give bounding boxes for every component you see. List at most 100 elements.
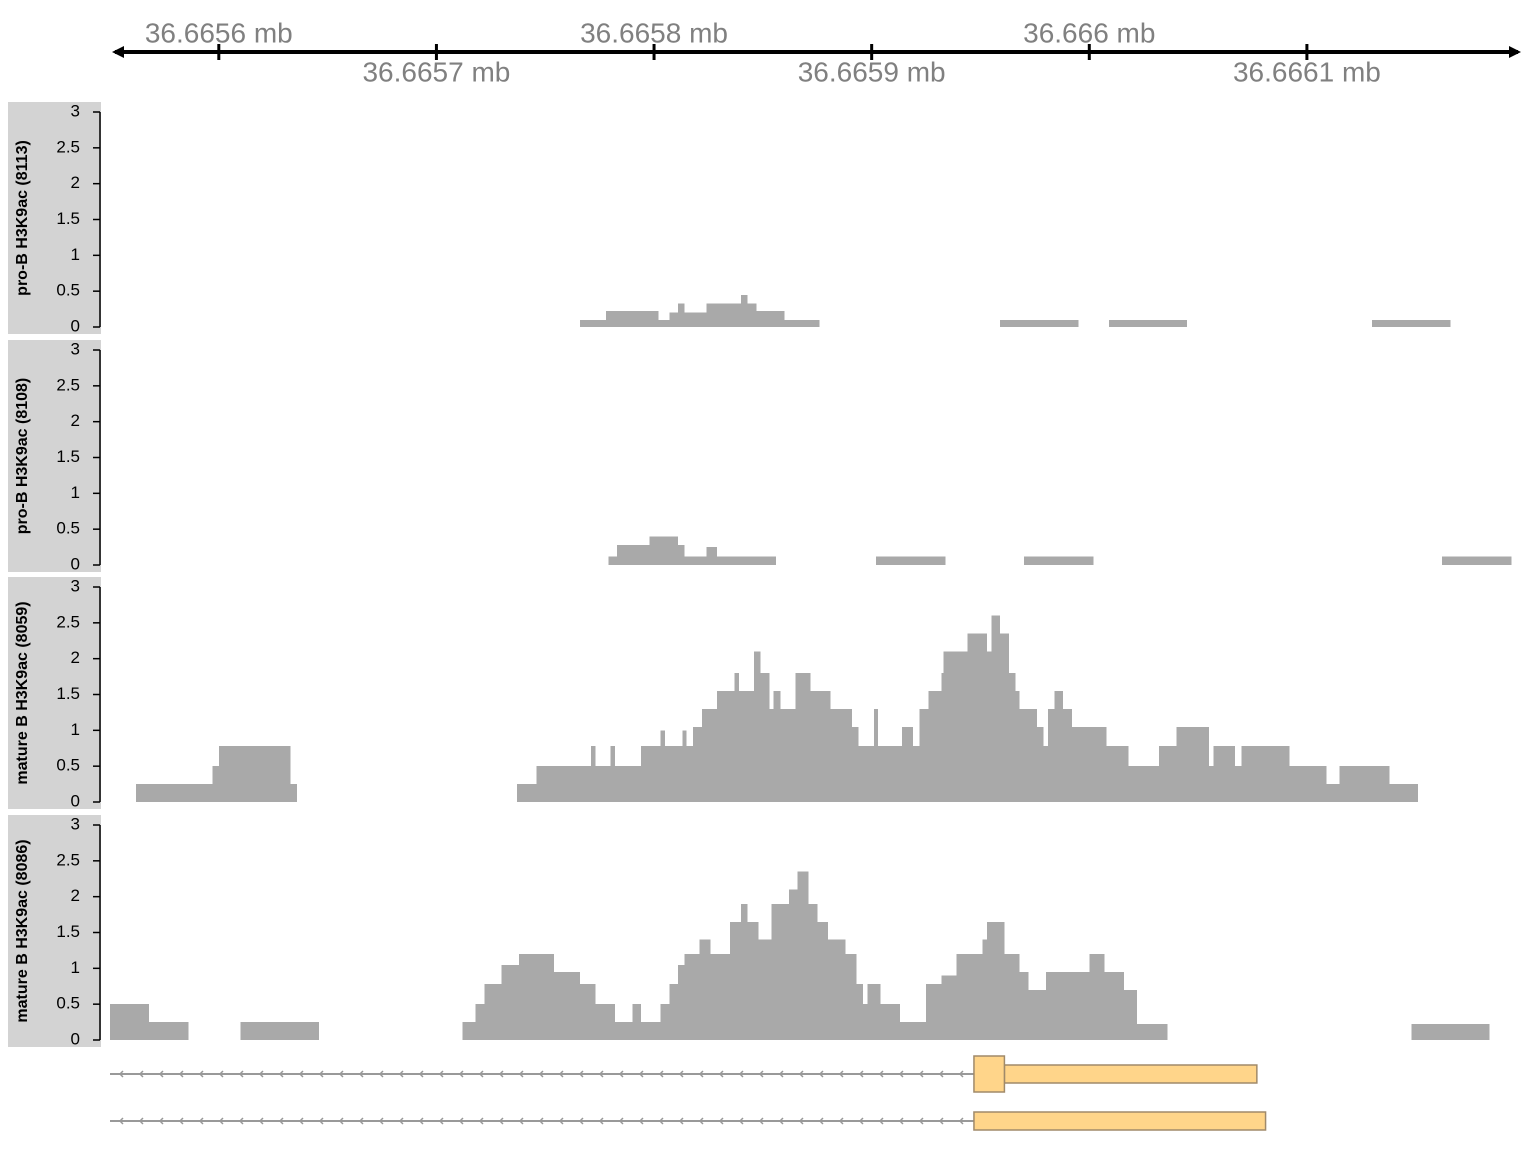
- strand-arrow: [638, 1117, 644, 1125]
- y-tick-label: 1.5: [56, 447, 80, 466]
- y-tick-label: 2.5: [56, 137, 80, 156]
- strand-arrow: [598, 1117, 604, 1125]
- y-tick-label: 0: [71, 554, 80, 573]
- coverage-bar: [664, 746, 683, 802]
- utr-exon: [1003, 1064, 1258, 1084]
- coverage-bar: [1235, 766, 1242, 802]
- coverage-bar: [706, 547, 718, 565]
- track-title: pro-B H3K9ac (8113): [14, 140, 31, 296]
- coverage-bar: [617, 544, 650, 565]
- strand-arrow: [238, 1070, 244, 1078]
- coverage-bar: [991, 615, 1001, 802]
- coverage-bar: [738, 690, 755, 802]
- track-title: mature B H3K9ac (8059): [14, 601, 31, 784]
- strand-arrow: [738, 1117, 744, 1125]
- coverage-bar: [519, 954, 554, 1040]
- axis-tick-label: 36.666 mb: [1023, 17, 1155, 48]
- y-tick-label: 3: [71, 339, 80, 358]
- coverage-bar: [845, 954, 857, 1040]
- coverage-bar: [501, 964, 520, 1040]
- strand-arrow: [938, 1117, 944, 1125]
- coverage-bar: [640, 1022, 661, 1040]
- strand-arrow: [718, 1117, 724, 1125]
- coverage-bar: [1024, 556, 1094, 565]
- coverage-bar: [967, 633, 988, 802]
- y-tick-label: 2.5: [56, 850, 80, 869]
- strand-arrow: [198, 1117, 204, 1125]
- coverage-bar: [873, 708, 879, 802]
- strand-arrow: [298, 1070, 304, 1078]
- coverage-bar: [240, 1022, 319, 1040]
- coverage-bar: [1037, 726, 1044, 802]
- coverage-bar: [212, 766, 219, 802]
- strand-arrow: [738, 1070, 744, 1078]
- coverage-bar: [677, 964, 685, 1040]
- track-label-panel: [8, 102, 101, 334]
- coverage-bar: [780, 708, 796, 802]
- track-title: mature B H3K9ac (8086): [14, 839, 31, 1022]
- coverage-bar: [902, 726, 914, 802]
- strand-arrow: [178, 1070, 184, 1078]
- strand-arrow: [658, 1117, 664, 1125]
- y-tick-label: 0.5: [56, 756, 80, 775]
- strand-arrow: [678, 1070, 684, 1078]
- coverage-bar: [684, 312, 707, 327]
- coverage-bar: [808, 903, 818, 1040]
- strand-arrow: [158, 1117, 164, 1125]
- coverage-bar: [960, 651, 968, 802]
- coverage-bar: [1326, 784, 1340, 802]
- strand-arrow: [298, 1117, 304, 1125]
- strand-arrow: [898, 1117, 904, 1125]
- coverage-bar: [580, 984, 596, 1040]
- coverage-bar: [828, 939, 846, 1040]
- axis-tick-label: 36.6659 mb: [798, 56, 946, 87]
- strand-arrow: [778, 1070, 784, 1078]
- coverage-bar: [1047, 708, 1055, 802]
- coverage-bar: [919, 708, 929, 802]
- coverage-bar: [943, 651, 961, 802]
- coverage-bar: [595, 766, 611, 802]
- coverage-bar: [987, 921, 1005, 1040]
- coverage-bar: [760, 673, 770, 802]
- coverage-bar: [693, 726, 702, 802]
- axis-tick-label: 36.6656 mb: [145, 17, 293, 48]
- y-tick-label: 1.5: [56, 209, 80, 228]
- coverage-bar: [867, 984, 881, 1040]
- coverage-bar: [730, 921, 742, 1040]
- y-tick-label: 2: [71, 648, 80, 667]
- coverage-bar: [928, 690, 942, 802]
- axis-tick-label: 36.6658 mb: [580, 17, 728, 48]
- strand-arrow: [558, 1070, 564, 1078]
- coverage-bar: [1441, 556, 1512, 565]
- strand-arrow: [218, 1070, 224, 1078]
- coverage-bar: [1019, 971, 1029, 1040]
- coverage-bar: [632, 1004, 641, 1040]
- coverage-bar: [856, 984, 863, 1040]
- coverage-bar: [1137, 1024, 1168, 1040]
- y-tick-label: 2: [71, 886, 80, 905]
- strand-arrow: [238, 1117, 244, 1125]
- coverage-bar: [684, 556, 707, 565]
- strand-arrow: [398, 1117, 404, 1125]
- strand-arrow: [918, 1117, 924, 1125]
- strand-arrow: [498, 1117, 504, 1125]
- coverage-bar: [1241, 746, 1290, 802]
- coverage-bar: [1389, 784, 1418, 802]
- coverage-bar: [987, 651, 992, 802]
- strand-arrow: [138, 1117, 144, 1125]
- coverage-bar: [1208, 766, 1214, 802]
- strand-arrow: [438, 1117, 444, 1125]
- coverage-bar: [1000, 319, 1079, 327]
- y-tick-label: 0: [71, 791, 80, 810]
- strand-arrow: [318, 1070, 324, 1078]
- axis-tick-label: 36.6657 mb: [362, 56, 510, 87]
- coverage-bar: [553, 971, 581, 1040]
- coverage-bar: [795, 673, 811, 802]
- coverage-bar: [1158, 746, 1177, 802]
- strand-arrow: [618, 1117, 624, 1125]
- strand-arrow: [518, 1070, 524, 1078]
- coverage-bar: [788, 889, 798, 1040]
- y-tick-label: 0: [71, 1029, 80, 1048]
- strand-arrow: [458, 1117, 464, 1125]
